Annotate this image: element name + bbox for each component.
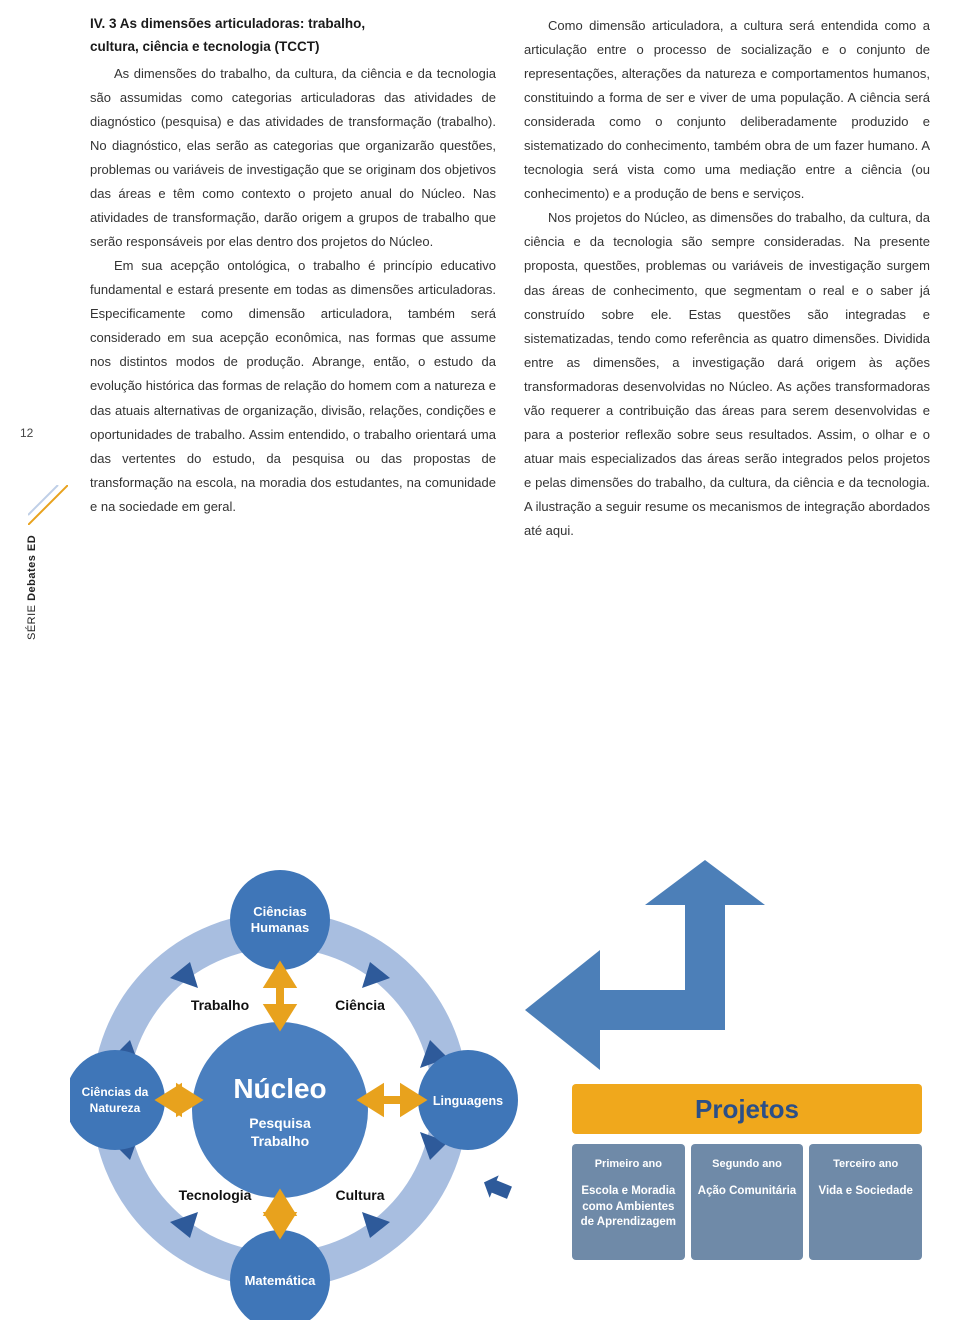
node-right-l1: Linguagens (433, 1094, 503, 1108)
series-bold: Debates ED (26, 535, 38, 601)
node-top-l2: Humanas (251, 920, 310, 935)
big-arrow-icon (525, 860, 765, 1070)
col2-para1: Como dimensão articuladora, a cultura se… (524, 14, 930, 206)
label-trabalho: Trabalho (191, 997, 249, 1013)
proj-year-2: Segundo ano (697, 1154, 798, 1174)
label-cultura: Cultura (336, 1187, 385, 1203)
proj-year-1: Primeiro ano (578, 1154, 679, 1174)
col2-para2: Nos projetos do Núcleo, as dimensões do … (524, 206, 930, 543)
page-number: 12 (20, 422, 33, 444)
node-bottom-l1: Matemática (245, 1273, 317, 1288)
proj-card-3: Terceiro ano Vida e Sociedade (809, 1144, 922, 1260)
column-left: IV. 3 As dimensões articuladoras: trabal… (90, 14, 496, 543)
projetos-cards: Primeiro ano Escola e Moradia como Ambie… (572, 1144, 922, 1260)
section-heading-line2: cultura, ciência e tecnologia (TCCT) (90, 37, 496, 58)
text-columns: IV. 3 As dimensões articuladoras: trabal… (90, 14, 930, 543)
projetos-title-bar: Projetos (572, 1084, 922, 1134)
star-decoration (28, 485, 68, 525)
series-prefix: SÉRIE (26, 604, 38, 640)
col1-para1: As dimensões do trabalho, da cultura, da… (90, 62, 496, 254)
node-top-l1: Ciências (253, 904, 306, 919)
col1-para2: Em sua acepção ontológica, o trabalho é … (90, 254, 496, 519)
proj-desc-2: Ação Comunitária (697, 1184, 798, 1200)
series-label: SÉRIE Debates ED (22, 535, 42, 640)
column-right: Como dimensão articuladora, a cultura se… (524, 14, 930, 543)
label-ciencia: Ciência (335, 997, 385, 1013)
projetos-title: Projetos (695, 1085, 799, 1133)
center-title: Núcleo (233, 1073, 326, 1104)
label-tecnologia: Tecnologia (179, 1187, 252, 1203)
node-left-l1: Ciências da (82, 1085, 149, 1099)
proj-year-3: Terceiro ano (815, 1154, 916, 1174)
projetos-panel: Projetos Primeiro ano Escola e Moradia c… (572, 1084, 922, 1260)
proj-desc-1: Escola e Moradia como Ambientes de Apren… (578, 1184, 679, 1231)
node-left-l2: Natureza (90, 1101, 141, 1115)
proj-card-2: Segundo ano Ação Comunitária (691, 1144, 804, 1260)
proj-card-1: Primeiro ano Escola e Moradia como Ambie… (572, 1144, 685, 1260)
center-sub1: Pesquisa (249, 1115, 311, 1131)
proj-desc-3: Vida e Sociedade (815, 1184, 916, 1200)
section-heading-line1: IV. 3 As dimensões articuladoras: trabal… (90, 14, 496, 35)
center-sub2: Trabalho (251, 1133, 309, 1149)
